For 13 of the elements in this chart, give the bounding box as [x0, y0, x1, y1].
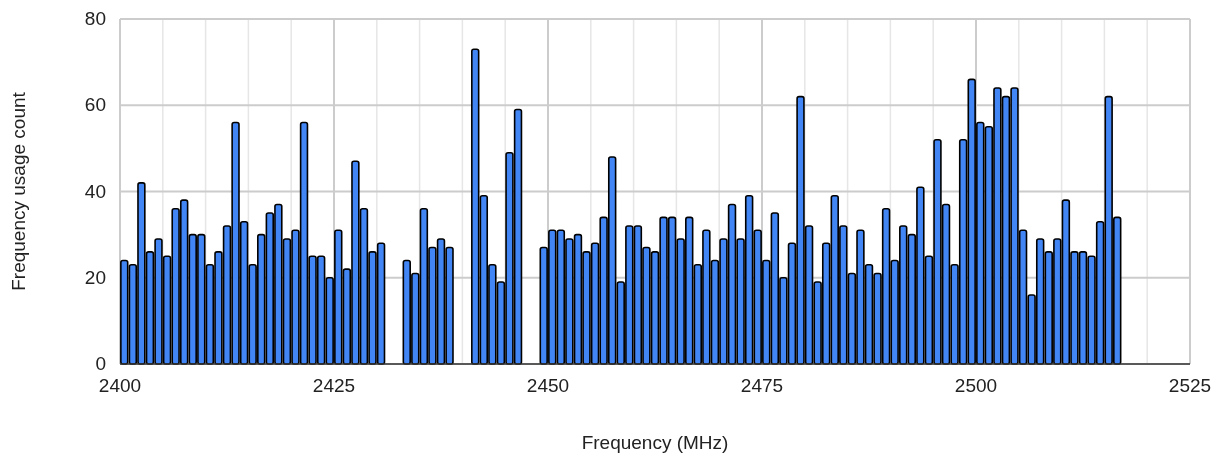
x-tick-label: 2425	[312, 375, 356, 396]
x-axis-title: Frequency (MHz)	[581, 432, 729, 453]
x-tick-label: 2475	[740, 375, 784, 396]
y-tick-label: 60	[84, 94, 106, 116]
x-tick-label: 2450	[526, 375, 570, 396]
y-tick-label: 0	[95, 353, 106, 374]
x-tick-label: 2500	[954, 375, 998, 396]
y-tick-label: 20	[84, 266, 106, 288]
x-tick-label: 2525	[1168, 375, 1212, 396]
y-tick-label: 40	[84, 180, 106, 202]
y-axis-title: Frequency usage count	[8, 91, 29, 291]
y-tick-label: 80	[84, 8, 106, 29]
x-tick-label: 2400	[98, 375, 142, 396]
